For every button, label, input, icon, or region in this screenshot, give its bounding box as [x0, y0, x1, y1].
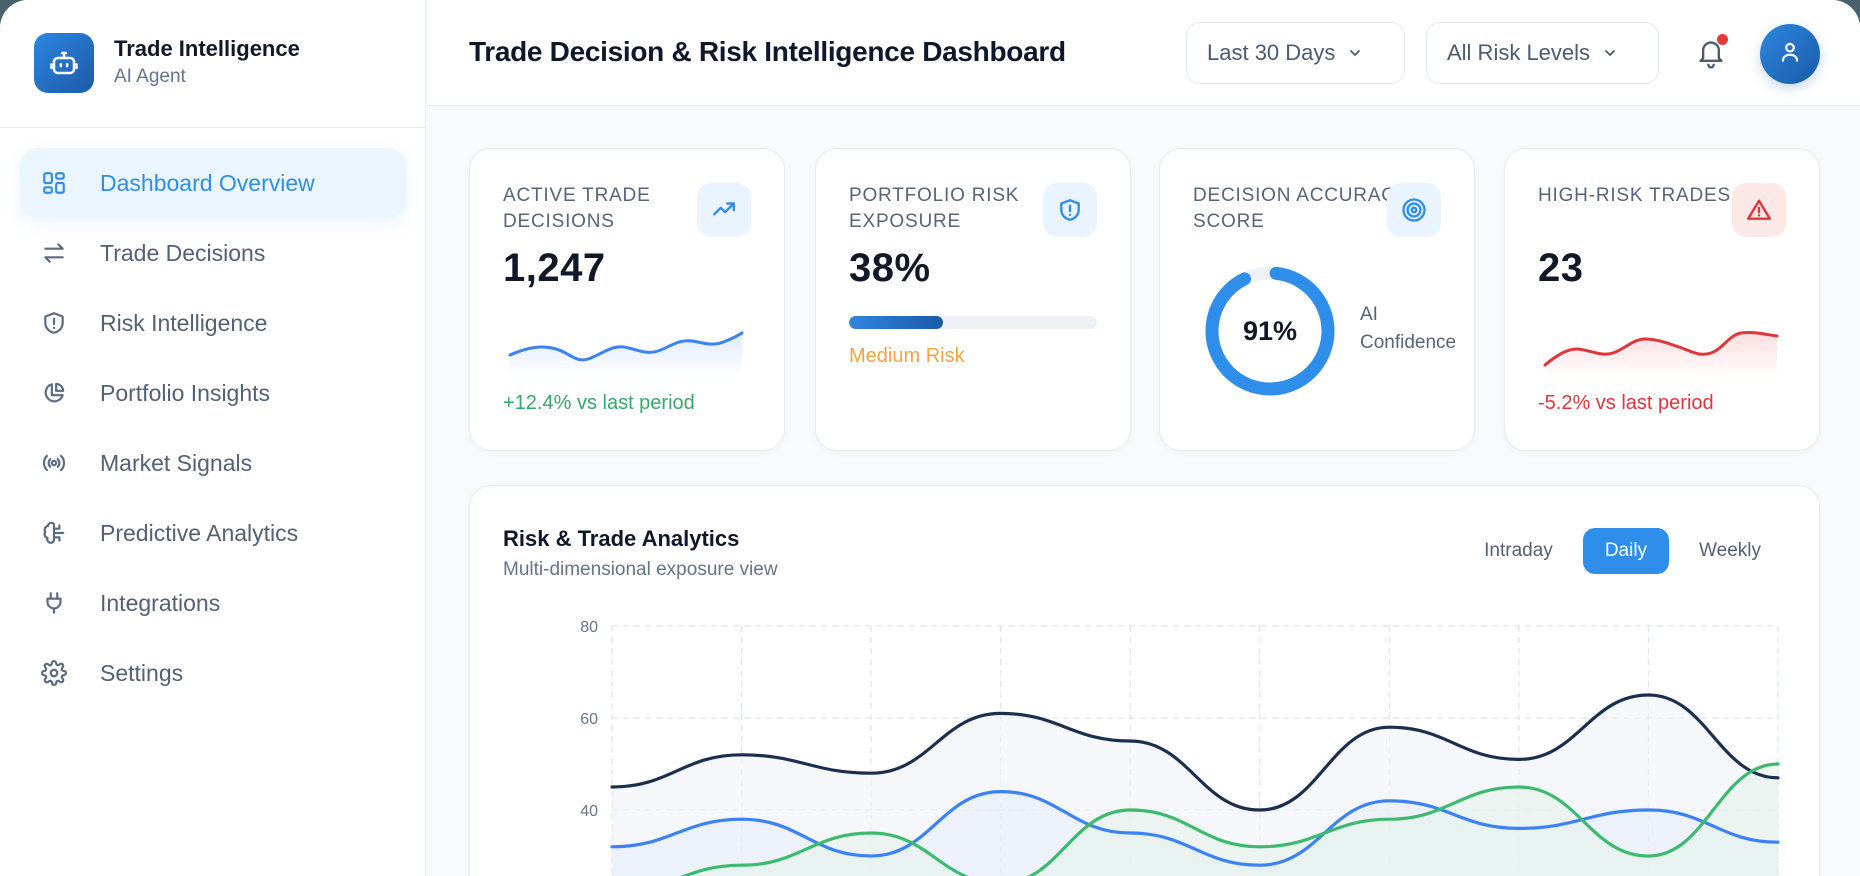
sidebar-item-label: Integrations: [100, 589, 221, 616]
dashboard-grid-icon: [40, 169, 68, 197]
sidebar-item-label: Dashboard Overview: [100, 169, 315, 196]
trending-up-icon: [697, 183, 751, 237]
accuracy-value: 91%: [1242, 315, 1298, 346]
brain-icon: [40, 519, 68, 547]
date-range-dropdown[interactable]: Last 30 Days: [1186, 22, 1405, 84]
sidebar-item-trade-decisions[interactable]: Trade Decisions: [20, 218, 406, 288]
robot-icon: [34, 33, 94, 93]
date-range-value: Last 30 Days: [1207, 40, 1336, 65]
multi-line-chart: 40 60 80: [580, 619, 1780, 876]
kpi-card-portfolio-risk-exposure: Portfolio Risk Exposure 38% Medium Risk: [815, 148, 1131, 451]
pie-chart-icon: [40, 379, 68, 407]
kpi-card-decision-accuracy: Decision Accuracy Score 91% AI Confidenc…: [1159, 148, 1475, 451]
shield-alert-icon: [1043, 183, 1097, 237]
timeframe-tabs: Intraday Daily Weekly: [1454, 528, 1783, 574]
gear-icon: [40, 659, 68, 687]
kpi-delta: +12.4% vs last period: [503, 392, 695, 414]
broadcast-signal-icon: [40, 449, 68, 477]
sidebar-nav: Dashboard Overview Trade Decisions Risk …: [20, 148, 406, 708]
brand-subtitle: AI Agent: [114, 66, 186, 87]
risk-level-label: Medium Risk: [849, 345, 965, 367]
sidebar-item-label: Market Signals: [100, 449, 253, 476]
accuracy-donut-chart: [1205, 266, 1335, 396]
risk-level-value: All Risk Levels: [1447, 40, 1591, 65]
risk-level-dropdown[interactable]: All Risk Levels: [1426, 22, 1659, 84]
tab-daily[interactable]: Daily: [1582, 528, 1670, 574]
tab-weekly[interactable]: Weekly: [1699, 540, 1761, 561]
sidebar-item-portfolio-insights[interactable]: Portfolio Insights: [20, 358, 406, 428]
svg-text:40: 40: [580, 803, 598, 820]
tab-intraday[interactable]: Intraday: [1484, 540, 1553, 561]
arrows-exchange-icon: [40, 239, 68, 267]
chevron-down-icon: [1604, 47, 1616, 59]
brand-title: Trade Intelligence: [114, 36, 300, 61]
chevron-down-icon: [1349, 47, 1361, 59]
caption-line: Confidence: [1360, 332, 1457, 353]
shield-alert-icon: [40, 309, 68, 337]
notification-badge: [1717, 34, 1728, 45]
risk-progress-fill: [849, 316, 944, 329]
svg-text:60: 60: [580, 711, 598, 728]
kpi-label: High-Risk Trades: [1538, 185, 1731, 206]
risk-trade-analytics-panel: Risk & Trade Analytics Multi-dimensional…: [469, 485, 1820, 876]
page-title: Trade Decision & Risk Intelligence Dashb…: [469, 36, 1066, 67]
accuracy-caption: AI Confidence: [1360, 301, 1456, 357]
kpi-delta: -5.2% vs last period: [1538, 392, 1714, 414]
sidebar-item-label: Risk Intelligence: [100, 309, 268, 336]
kpi-value: 23: [1538, 246, 1584, 290]
sidebar-item-dashboard-overview[interactable]: Dashboard Overview: [20, 148, 406, 218]
kpi-value: 1,247: [503, 246, 606, 290]
sidebar-item-integrations[interactable]: Integrations: [20, 568, 406, 638]
top-header: Trade Decision & Risk Intelligence Dashb…: [427, 0, 1860, 106]
kpi-value: 38%: [849, 246, 931, 290]
sidebar-item-predictive-analytics[interactable]: Predictive Analytics: [20, 498, 406, 568]
warning-triangle-icon: [1732, 183, 1786, 237]
sidebar-item-risk-intelligence[interactable]: Risk Intelligence: [20, 288, 406, 358]
sidebar-item-label: Trade Decisions: [100, 239, 266, 266]
bell-icon: [1695, 41, 1727, 74]
panel-title: Risk & Trade Analytics: [503, 526, 740, 551]
notifications-button[interactable]: [1695, 34, 1729, 74]
kpi-label: Active Trade Decisions: [503, 185, 651, 232]
sidebar-item-label: Portfolio Insights: [100, 379, 271, 406]
sparkline-chart: [508, 331, 744, 379]
user-avatar[interactable]: [1760, 24, 1820, 84]
brand-header: Trade Intelligence AI Agent: [0, 0, 425, 128]
sidebar-item-label: Settings: [100, 659, 184, 686]
sidebar: Trade Intelligence AI Agent Dashboard Ov…: [0, 0, 426, 876]
sparkline-chart: [1543, 330, 1779, 379]
user-icon: [1777, 39, 1803, 70]
caption-line: AI: [1360, 304, 1378, 325]
target-icon: [1387, 183, 1441, 237]
kpi-label: Decision Accuracy Score: [1193, 185, 1409, 232]
sidebar-item-market-signals[interactable]: Market Signals: [20, 428, 406, 498]
kpi-label: Portfolio Risk Exposure: [849, 185, 1020, 232]
risk-progress-bar: [849, 316, 1097, 329]
sidebar-item-label: Predictive Analytics: [100, 519, 299, 546]
sidebar-item-settings[interactable]: Settings: [20, 638, 406, 708]
plug-icon: [40, 589, 68, 617]
panel-subtitle: Multi-dimensional exposure view: [503, 559, 778, 580]
kpi-card-active-trade-decisions: Active Trade Decisions 1,247 +12.4% vs l…: [469, 148, 785, 451]
svg-text:80: 80: [580, 619, 598, 636]
kpi-card-high-risk-trades: High-Risk Trades 23 -5.2% vs last period: [1504, 148, 1820, 451]
